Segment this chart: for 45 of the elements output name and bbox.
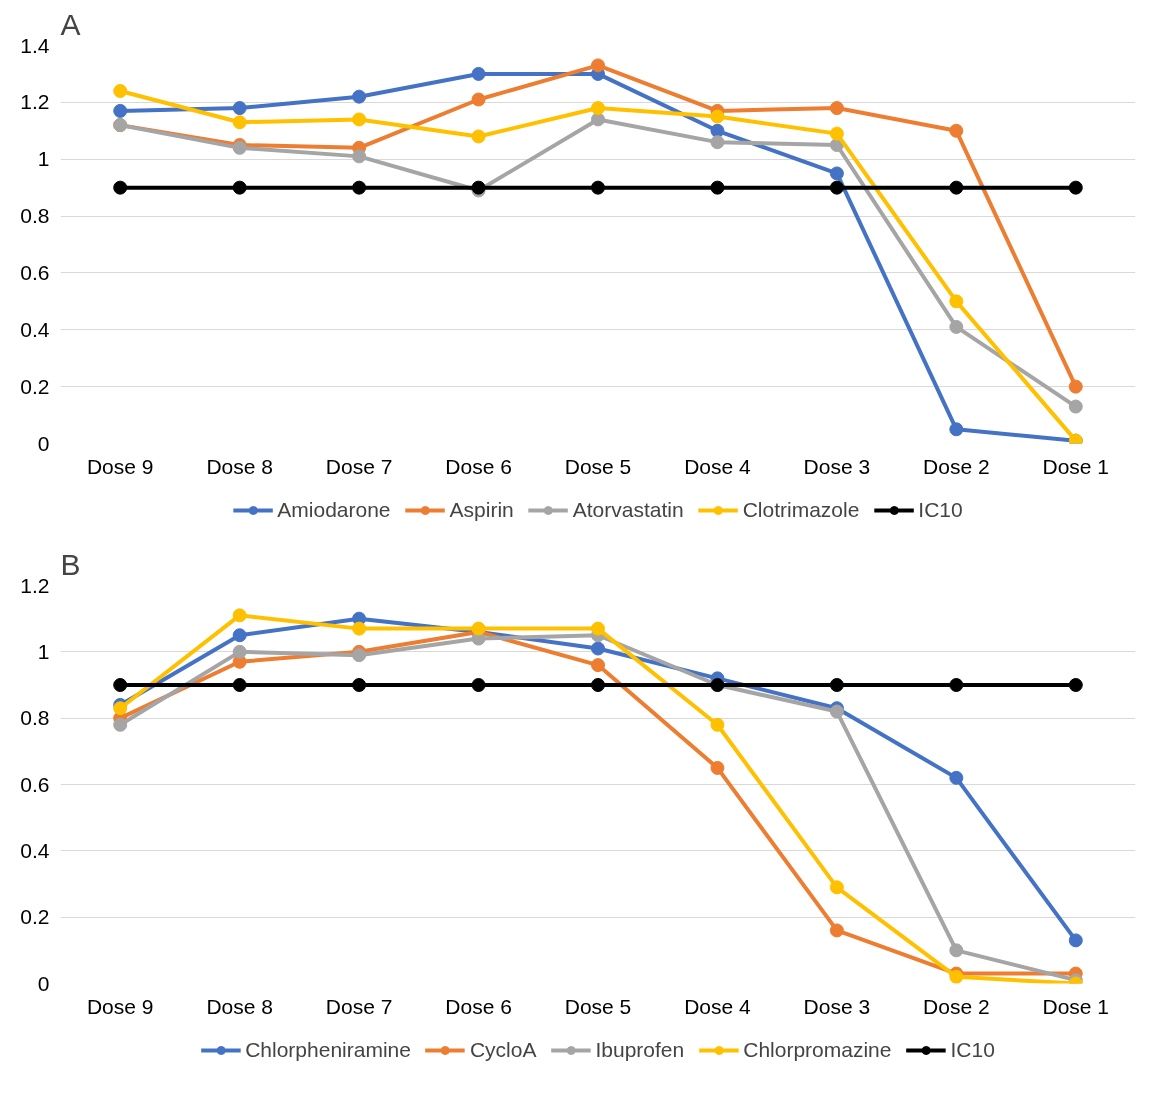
y-tick-label: 1.2 [20,573,50,597]
legend-label: IC10 [950,1038,995,1062]
y-tick-label: 1.2 [20,90,50,114]
legend-label: Aspirin [449,498,514,522]
x-tick-label: Dose 9 [86,454,154,478]
y-tick-label: 0.8 [20,706,50,730]
legend-label: Chlorpromazine [743,1038,892,1062]
x-tick-label: Dose 4 [684,454,752,478]
legend-label: Amiodarone [277,498,391,522]
x-tick-label: Dose 8 [206,994,273,1018]
legend-label: Clotrimazole [742,498,860,522]
x-tick-label: Dose 7 [325,994,393,1018]
x-tick-label: Dose 1 [1042,454,1110,478]
legend-label: IC10 [918,498,963,522]
y-tick-label: 0.2 [20,374,50,398]
x-tick-label: Dose 2 [923,454,990,478]
x-tick-label: Dose 5 [564,454,632,478]
y-tick-label: 0.4 [20,317,50,341]
x-tick-label: Dose 8 [206,454,273,478]
chart-title: B [60,547,81,581]
y-tick-label: 0.8 [20,204,50,228]
x-tick-label: Dose 6 [445,454,512,478]
y-tick-label: 0.4 [20,838,50,862]
y-tick-label: 1 [37,639,50,663]
y-tick-label: 0.2 [20,905,50,929]
legend-label: Chlorpheniramine [245,1038,411,1062]
x-tick-label: Dose 6 [445,994,512,1018]
chart-title: A [60,7,81,41]
x-tick-label: Dose 9 [86,994,154,1018]
legend-label: Atorvastatin [572,498,684,522]
x-tick-label: Dose 1 [1042,994,1110,1018]
legend-label: CycloA [469,1038,537,1062]
y-tick-label: 0 [37,971,50,995]
x-tick-label: Dose 7 [325,454,393,478]
x-tick-label: Dose 2 [923,994,990,1018]
x-tick-label: Dose 3 [803,994,871,1018]
y-tick-label: 0.6 [20,260,50,284]
x-tick-label: Dose 5 [564,994,632,1018]
x-tick-label: Dose 3 [803,454,871,478]
y-tick-label: 1.4 [20,33,50,57]
y-tick-label: 1 [37,147,50,171]
legend-label: Ibuprofen [595,1038,685,1062]
y-tick-label: 0 [37,431,50,455]
y-tick-label: 0.6 [20,772,50,796]
x-tick-label: Dose 4 [684,994,752,1018]
